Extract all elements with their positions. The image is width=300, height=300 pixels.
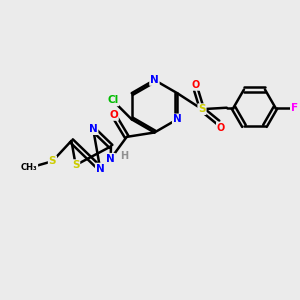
Text: S: S [72,160,80,170]
Text: N: N [96,164,104,173]
Text: N: N [173,114,182,124]
Text: F: F [291,103,298,113]
Text: N: N [150,75,159,85]
Text: S: S [49,156,56,166]
Text: CH₃: CH₃ [21,163,38,172]
Text: S: S [198,104,206,114]
Text: O: O [109,110,118,120]
Text: N: N [89,124,98,134]
Text: O: O [217,122,225,133]
Text: N: N [106,154,115,164]
Text: Cl: Cl [107,95,118,105]
Text: H: H [120,151,128,161]
Text: O: O [192,80,200,90]
